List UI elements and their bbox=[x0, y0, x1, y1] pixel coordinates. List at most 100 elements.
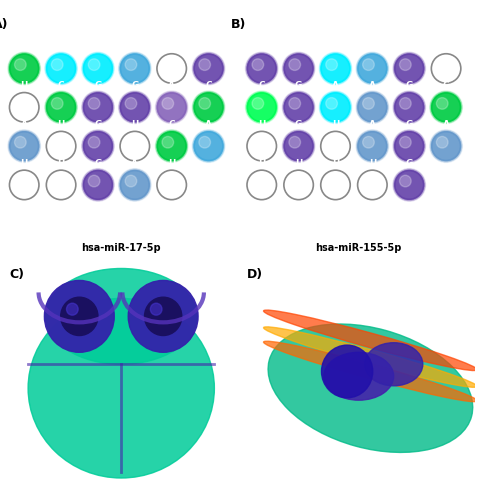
Circle shape bbox=[282, 130, 315, 162]
Circle shape bbox=[358, 93, 387, 122]
Circle shape bbox=[246, 53, 277, 84]
Circle shape bbox=[363, 98, 374, 109]
Circle shape bbox=[82, 130, 114, 162]
Ellipse shape bbox=[264, 310, 477, 371]
Circle shape bbox=[326, 98, 337, 109]
Circle shape bbox=[321, 93, 350, 122]
Circle shape bbox=[357, 53, 388, 84]
Circle shape bbox=[399, 59, 411, 71]
Circle shape bbox=[199, 59, 211, 71]
Circle shape bbox=[252, 98, 264, 109]
Circle shape bbox=[322, 345, 373, 398]
Circle shape bbox=[83, 53, 113, 84]
Text: U: U bbox=[369, 159, 376, 168]
Text: C): C) bbox=[10, 269, 24, 282]
Circle shape bbox=[399, 136, 411, 148]
Circle shape bbox=[84, 170, 112, 199]
Text: A: A bbox=[168, 81, 175, 90]
Text: C: C bbox=[443, 81, 449, 90]
Circle shape bbox=[356, 52, 389, 85]
Text: A: A bbox=[369, 120, 376, 129]
Circle shape bbox=[356, 130, 389, 162]
Circle shape bbox=[144, 297, 182, 336]
Circle shape bbox=[358, 132, 387, 160]
Text: A: A bbox=[369, 43, 376, 52]
Text: G: G bbox=[94, 120, 102, 129]
Text: A: A bbox=[132, 43, 138, 52]
Circle shape bbox=[82, 52, 114, 85]
Circle shape bbox=[247, 93, 276, 122]
Text: U: U bbox=[168, 43, 175, 52]
Circle shape bbox=[14, 59, 26, 71]
Circle shape bbox=[128, 281, 198, 352]
Ellipse shape bbox=[324, 352, 394, 400]
Text: U: U bbox=[58, 120, 65, 129]
Text: A: A bbox=[369, 81, 376, 90]
Circle shape bbox=[120, 93, 149, 122]
Circle shape bbox=[162, 98, 174, 109]
Circle shape bbox=[84, 93, 112, 122]
Circle shape bbox=[120, 170, 149, 199]
Circle shape bbox=[162, 136, 174, 148]
Circle shape bbox=[283, 53, 314, 84]
Text: U: U bbox=[443, 43, 450, 52]
Circle shape bbox=[394, 53, 425, 84]
Circle shape bbox=[82, 91, 114, 124]
Circle shape bbox=[88, 175, 100, 187]
Text: G: G bbox=[406, 159, 413, 168]
Circle shape bbox=[431, 131, 462, 162]
Circle shape bbox=[284, 93, 313, 122]
Circle shape bbox=[120, 169, 150, 200]
Circle shape bbox=[395, 93, 423, 122]
Circle shape bbox=[192, 130, 225, 162]
Circle shape bbox=[246, 92, 277, 123]
Text: C: C bbox=[21, 43, 27, 52]
Circle shape bbox=[282, 91, 315, 124]
Text: G: G bbox=[406, 81, 413, 90]
Text: 14 - CAAAGUGCUUAC
AGUGCAGGUAG - 36: 14 - CAAAGUGCUUAC AGUGCAGGUAG - 36 bbox=[82, 24, 160, 43]
Circle shape bbox=[150, 303, 162, 315]
Circle shape bbox=[245, 91, 278, 124]
Circle shape bbox=[193, 131, 224, 162]
Text: A): A) bbox=[0, 18, 9, 31]
Text: U: U bbox=[258, 159, 265, 168]
Circle shape bbox=[120, 53, 150, 84]
Circle shape bbox=[10, 54, 38, 83]
Circle shape bbox=[156, 131, 187, 162]
Text: A: A bbox=[332, 81, 339, 90]
Circle shape bbox=[394, 92, 425, 123]
Circle shape bbox=[156, 91, 188, 124]
Circle shape bbox=[194, 93, 223, 122]
Circle shape bbox=[358, 54, 387, 83]
Text: 2 mm: 2 mm bbox=[190, 218, 208, 223]
Circle shape bbox=[282, 52, 315, 85]
Circle shape bbox=[395, 54, 423, 83]
Circle shape bbox=[393, 169, 426, 201]
Circle shape bbox=[436, 136, 448, 148]
Circle shape bbox=[357, 131, 388, 162]
Text: G: G bbox=[205, 43, 212, 52]
Circle shape bbox=[46, 92, 77, 123]
Text: A: A bbox=[205, 120, 212, 129]
Circle shape bbox=[284, 54, 313, 83]
Circle shape bbox=[119, 91, 151, 124]
Text: hsa-miR-155-5p: hsa-miR-155-5p bbox=[315, 243, 402, 253]
Circle shape bbox=[84, 132, 112, 160]
Circle shape bbox=[125, 59, 137, 71]
Text: A: A bbox=[95, 43, 101, 52]
Circle shape bbox=[436, 98, 448, 109]
Circle shape bbox=[194, 54, 223, 83]
Circle shape bbox=[319, 52, 352, 85]
Text: U: U bbox=[332, 159, 339, 168]
Text: A: A bbox=[332, 43, 339, 52]
Text: C: C bbox=[168, 120, 175, 129]
Circle shape bbox=[430, 91, 462, 124]
Circle shape bbox=[14, 136, 26, 148]
Text: G: G bbox=[295, 120, 302, 129]
Circle shape bbox=[395, 170, 423, 199]
Circle shape bbox=[125, 98, 137, 109]
Circle shape bbox=[356, 91, 389, 124]
Circle shape bbox=[320, 92, 351, 123]
Ellipse shape bbox=[264, 341, 477, 402]
Ellipse shape bbox=[365, 343, 423, 386]
